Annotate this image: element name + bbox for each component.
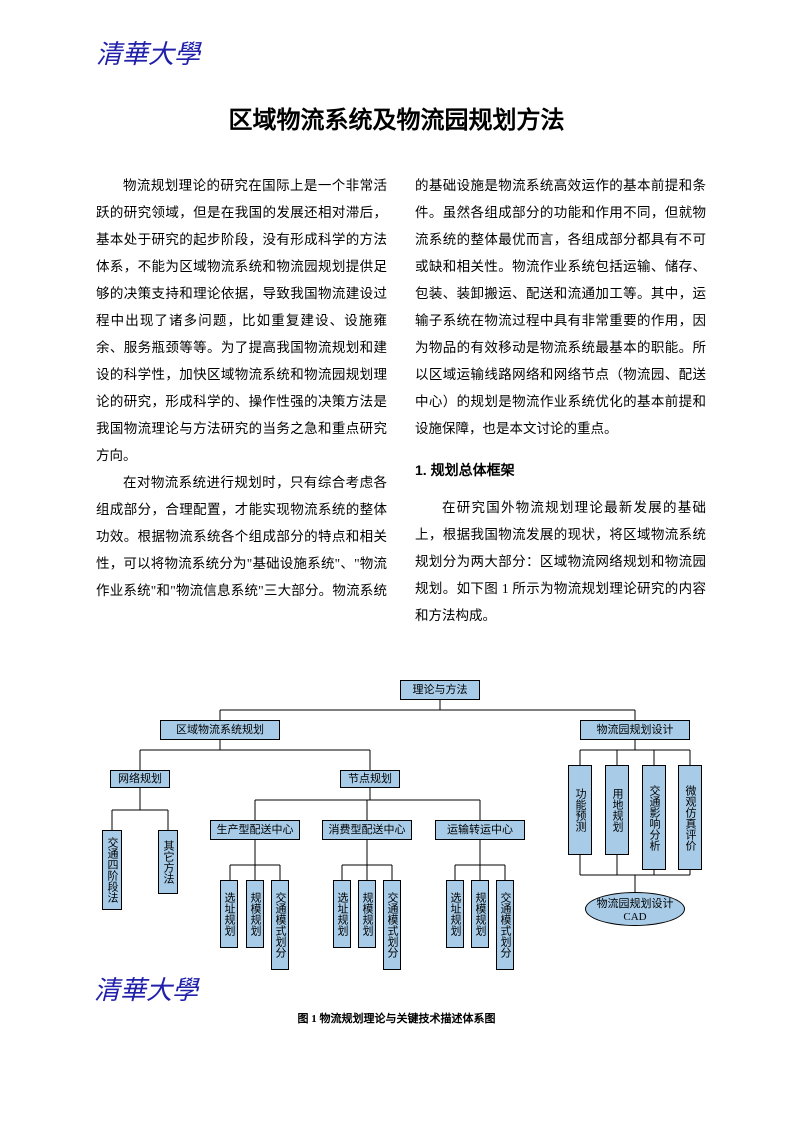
node-microsim-eval: 微观仿真评价 [678, 765, 702, 870]
node-transport-center: 运输转运中心 [435, 820, 525, 840]
page-title: 区域物流系统及物流园规划方法 [0, 100, 793, 135]
paragraph-1: 物流规划理论的研究在国际上是一个非常活跃的研究领域，但是在我国的发展还相对滞后，… [96, 172, 387, 469]
node-node-plan: 节点规划 [340, 770, 400, 788]
node-regional-planning: 区域物流系统规划 [160, 720, 280, 740]
node-traffic-impact: 交通影响分析 [642, 765, 666, 870]
node-c2-scale: 规模规划 [358, 880, 376, 948]
figure-caption: 图 1 物流规划理论与关键技术描述体系图 [0, 1010, 793, 1026]
node-consumer-center: 消费型配送中心 [322, 820, 412, 840]
flowchart: 理论与方法 区域物流系统规划 物流园规划设计 网络规划 节点规划 交通四阶段法 … [70, 680, 730, 1010]
node-c1-site: 选址规划 [220, 880, 238, 948]
section-heading-1: 1. 规划总体框架 [415, 456, 706, 484]
node-production-center: 生产型配送中心 [210, 820, 300, 840]
node-other-methods: 其它方法 [158, 830, 178, 894]
node-cad: 物流园规划设计CAD [585, 892, 685, 926]
node-c3-site: 选址规划 [446, 880, 464, 948]
node-c1-scale: 规模规划 [246, 880, 264, 948]
node-network-plan: 网络规划 [110, 770, 170, 788]
paragraph-3: 在研究国外物流规划理论最新发展的基础上，根据我国物流发展的现状，将区域物流系统规… [415, 494, 706, 629]
university-logo-top: 清華大學 [96, 34, 200, 71]
node-c1-mode: 交通模式划分 [271, 880, 289, 970]
node-function-forecast: 功能预测 [568, 765, 592, 855]
node-park-design: 物流园规划设计 [580, 720, 690, 740]
body-text: 物流规划理论的研究在国际上是一个非常活跃的研究领域，但是在我国的发展还相对滞后，… [96, 172, 706, 672]
node-c3-scale: 规模规划 [471, 880, 489, 948]
node-traffic-4stage: 交通四阶段法 [102, 830, 122, 910]
node-c2-site: 选址规划 [333, 880, 351, 948]
node-c2-mode: 交通模式划分 [383, 880, 401, 970]
node-land-plan: 用地规划 [605, 765, 629, 855]
node-c3-mode: 交通模式划分 [496, 880, 514, 970]
node-root: 理论与方法 [400, 680, 480, 700]
